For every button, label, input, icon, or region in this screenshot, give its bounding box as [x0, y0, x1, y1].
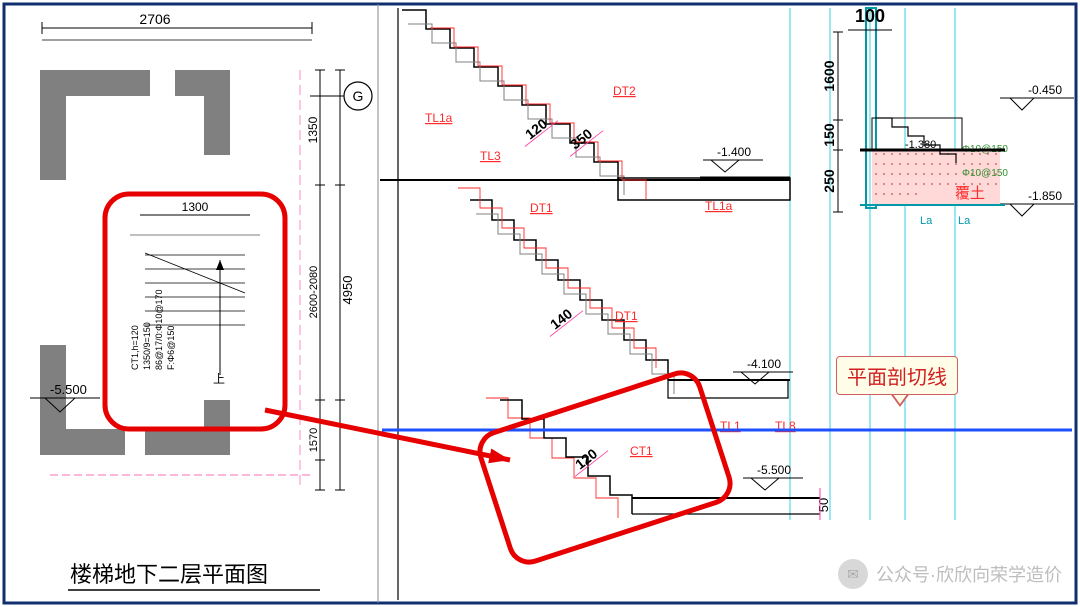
- svg-text:-4.100: -4.100: [747, 357, 781, 371]
- svg-text:楼梯地下二层平面图: 楼梯地下二层平面图: [70, 562, 268, 587]
- svg-text:1600: 1600: [821, 60, 837, 91]
- callout-text: 平面剖切线: [847, 367, 947, 389]
- watermark-text: 公众号·欣欣向荣学造价: [876, 561, 1062, 587]
- svg-text:86@17/0:Φ10@170: 86@17/0:Φ10@170: [154, 289, 164, 370]
- drawing-canvas: 2706 G 4950 1350 2600-2080 1570 -5.500 1300 上 CT1…: [0, 0, 1080, 607]
- svg-text:CT1: CT1: [630, 444, 653, 458]
- svg-text:上: 上: [213, 372, 225, 386]
- svg-text:150: 150: [821, 123, 837, 147]
- svg-text:-1.850: -1.850: [1028, 189, 1062, 203]
- svg-text:TL1a: TL1a: [705, 199, 733, 213]
- svg-text:350: 350: [567, 125, 595, 152]
- svg-text:G: G: [353, 88, 364, 104]
- svg-text:DT1: DT1: [530, 201, 553, 215]
- wechat-icon: ✉: [838, 559, 868, 589]
- svg-text:2706: 2706: [139, 11, 170, 27]
- svg-text:100: 100: [855, 6, 885, 26]
- svg-text:140: 140: [547, 305, 575, 332]
- watermark: ✉ 公众号·欣欣向荣学造价: [838, 559, 1062, 589]
- svg-text:CT1,h=120: CT1,h=120: [130, 325, 140, 370]
- svg-text:50: 50: [816, 498, 831, 512]
- svg-text:DT2: DT2: [613, 84, 636, 98]
- svg-text:F:Φ6@150: F:Φ6@150: [166, 326, 176, 370]
- svg-text:1350/9=150: 1350/9=150: [142, 322, 152, 370]
- svg-text:1350: 1350: [306, 116, 320, 143]
- svg-text:La: La: [958, 215, 971, 227]
- svg-text:-1.400: -1.400: [717, 145, 751, 159]
- svg-text:-5.500: -5.500: [50, 382, 87, 397]
- svg-text:2600-2080: 2600-2080: [308, 266, 320, 319]
- svg-text:覆土: 覆土: [955, 185, 985, 202]
- svg-text:La: La: [920, 215, 933, 227]
- svg-text:1300: 1300: [182, 200, 209, 214]
- svg-text:Φ10@150: Φ10@150: [962, 168, 1008, 179]
- svg-text:TL1a: TL1a: [425, 111, 453, 125]
- svg-text:DT1: DT1: [615, 309, 638, 323]
- svg-text:1570: 1570: [308, 428, 320, 452]
- svg-text:-5.500: -5.500: [757, 463, 791, 477]
- svg-text:4950: 4950: [340, 276, 355, 305]
- svg-text:250: 250: [821, 169, 837, 193]
- svg-text:-0.450: -0.450: [1028, 83, 1062, 97]
- svg-text:120: 120: [572, 445, 600, 472]
- callout-box: 平面剖切线: [836, 356, 958, 395]
- svg-text:TL3: TL3: [480, 149, 501, 163]
